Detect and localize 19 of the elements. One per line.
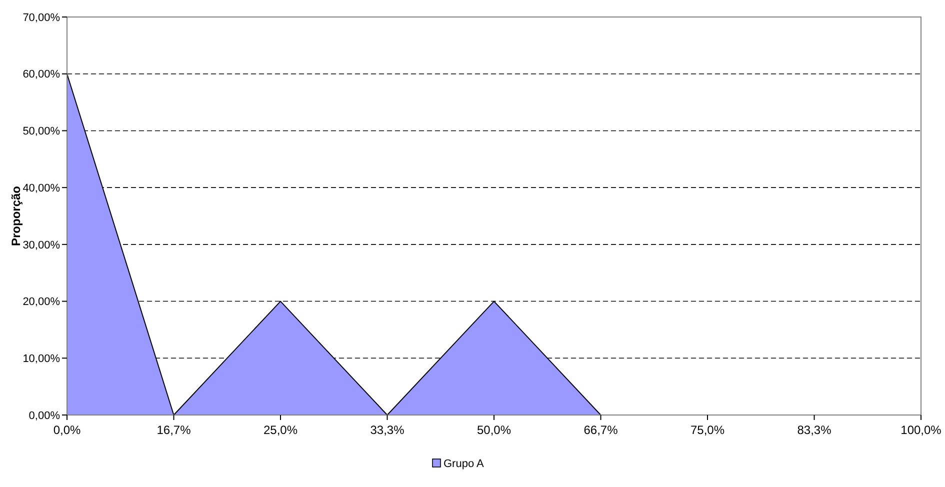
x-tick-label: 83,3% [797,423,832,437]
x-tick-label: 16,7% [156,423,192,437]
x-tick-label: 75,0% [690,423,725,437]
y-tick-label: 50,00% [22,126,60,138]
x-tick-label: 100,0% [900,423,942,437]
x-tick-label: 66,7% [584,423,618,437]
y-tick-label: 60,00% [22,68,60,81]
y-tick-label: 10,00% [22,352,60,365]
legend-label: Grupo A [444,458,485,470]
x-tick-label: 33,3% [370,423,405,437]
x-tick-label: 0,0% [53,423,81,437]
y-tick-label: 40,00% [22,182,60,194]
x-tick-label: 50,0% [476,423,512,437]
y-axis-title: Proporção [9,186,23,246]
x-tick-label: 25,0% [263,423,298,437]
y-tick-label: 70,00% [22,12,60,24]
y-tick-label: 0,00% [28,410,60,422]
y-tick-label: 20,00% [22,296,60,308]
y-tick-label: 30,00% [22,239,60,252]
